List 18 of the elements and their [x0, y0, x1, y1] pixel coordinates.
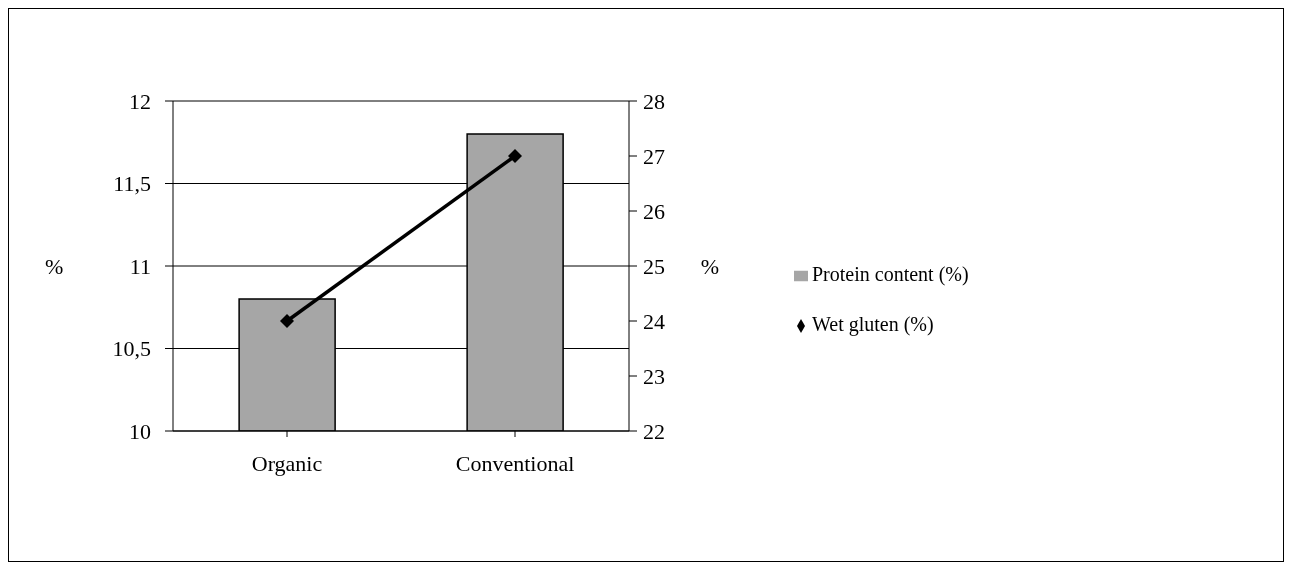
y-tick-label: 12: [129, 88, 151, 114]
x-tick-label: Conventional: [455, 450, 575, 476]
y-tick-label: 11,5: [113, 171, 151, 197]
y2-tick-label: 23: [643, 363, 665, 389]
y2-tick-label: 27: [643, 143, 665, 169]
y-tick-label: 10,5: [112, 336, 151, 362]
y2-tick-label: 22: [643, 418, 665, 444]
legend-label: Protein content (%): [812, 263, 969, 285]
y2-tick-label: 24: [643, 308, 665, 334]
y2-axis-title: %: [700, 253, 719, 279]
y2-tick-label: 25: [643, 253, 665, 279]
y2-tick-label: 28: [643, 88, 665, 114]
legend-label: Wet gluten (%): [812, 313, 934, 335]
y-tick-label: 11: [129, 253, 151, 279]
y2-tick-label: 26: [643, 198, 665, 224]
y-axis-title: %: [45, 253, 64, 279]
x-tick-label: Organic: [251, 450, 323, 476]
y-tick-label: 10: [129, 418, 151, 444]
